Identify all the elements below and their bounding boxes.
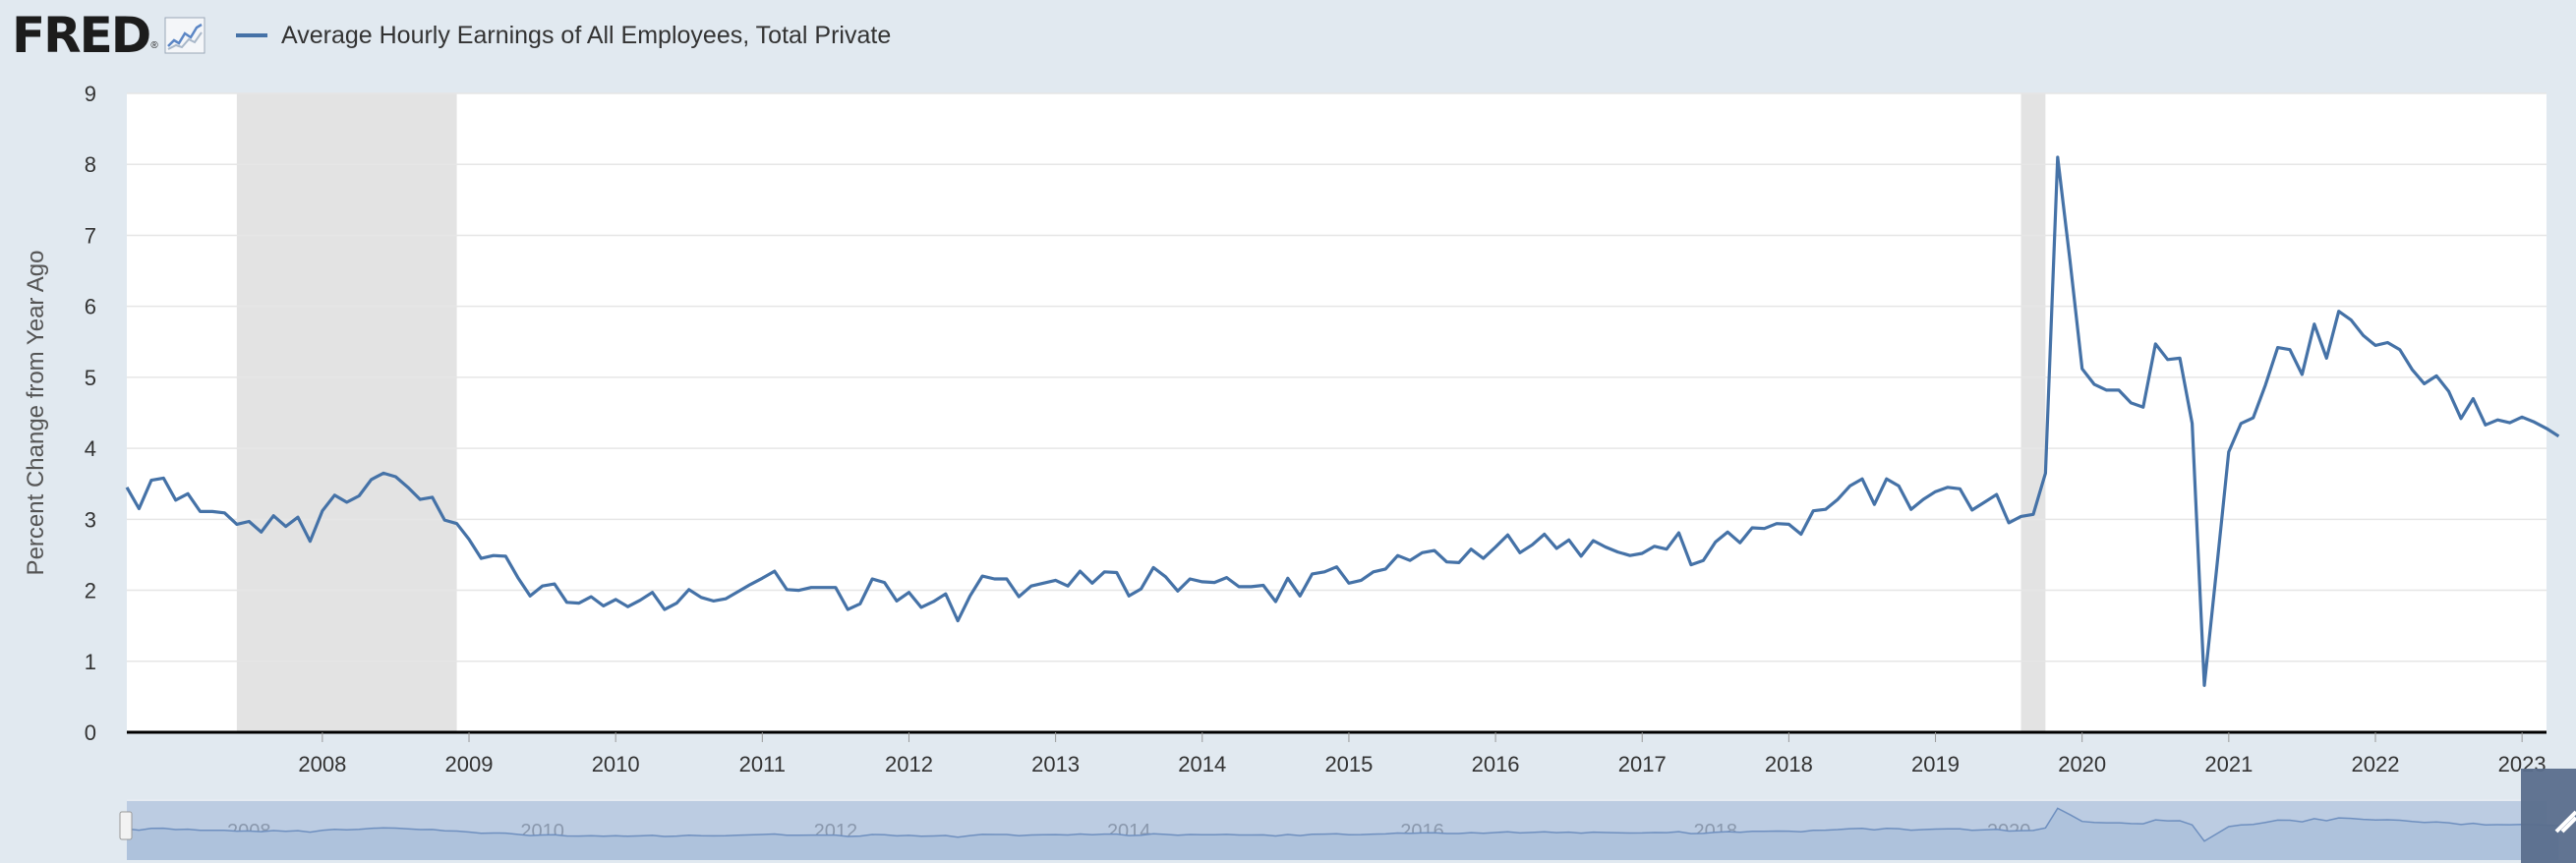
fred-logo-text: FRED [12, 7, 151, 64]
x-tick-label: 2012 [885, 752, 933, 777]
y-tick-label: 3 [85, 507, 96, 532]
y-tick-label: 6 [85, 295, 96, 319]
registered-mark: ® [150, 40, 158, 51]
y-tick-label: 4 [85, 436, 96, 461]
x-tick-label: 2011 [739, 752, 786, 777]
navigator-area [127, 808, 2559, 860]
legend-label: Average Hourly Earnings of All Employees… [281, 21, 892, 49]
resize-icon[interactable] [2554, 810, 2576, 834]
x-tick-label: 2010 [592, 752, 640, 777]
legend-swatch [236, 33, 267, 37]
y-tick-label: 8 [85, 152, 96, 177]
x-tick-label: 2017 [1618, 752, 1667, 777]
x-tick-label: 2014 [1178, 752, 1226, 777]
y-axis-title: Percent Change from Year Ago [23, 251, 49, 576]
navigator[interactable]: 20082010201220142016201820202022 [119, 769, 2576, 863]
gridlines [127, 92, 2547, 662]
recession-band [236, 93, 457, 732]
x-tick-label: 2013 [1031, 752, 1080, 777]
chart-header: FRED ® Average Hourly Earnings of All Em… [0, 0, 2576, 79]
sparkline-icon [164, 17, 205, 54]
fred-logo[interactable]: FRED ® [12, 6, 205, 65]
recession-shading [236, 93, 2046, 732]
navigator-line [126, 807, 2559, 842]
navigator-handle-right[interactable] [2521, 769, 2576, 863]
x-tick-label: 2019 [1911, 752, 1960, 777]
x-tick-label: 2020 [2058, 752, 2106, 777]
y-tick-label: 7 [85, 223, 96, 248]
x-axis: 2008 2009 2010 2011 2012 2013 2014 2015 2016 2017… [298, 732, 2547, 777]
y-tick-label: 0 [85, 720, 96, 745]
y-tick-label: 1 [85, 650, 96, 674]
recession-band [2020, 93, 2046, 732]
y-tick-label: 2 [85, 579, 96, 604]
x-tick-label: 2009 [445, 752, 494, 777]
y-axis: 0 1 2 3 4 5 6 7 8 9 [85, 82, 96, 745]
plot-area [127, 93, 2547, 732]
series-line[interactable] [125, 155, 2560, 687]
x-tick-label: 2018 [1765, 752, 1813, 777]
x-tick-label: 2021 [2204, 752, 2253, 777]
navigator-handle-left[interactable] [119, 811, 133, 840]
x-tick-label: 2022 [2352, 752, 2400, 777]
x-tick-label: 2008 [298, 752, 346, 777]
y-tick-label: 5 [85, 366, 96, 390]
x-tick-label: 2016 [1472, 752, 1520, 777]
y-tick-label: 9 [85, 82, 96, 106]
legend-item[interactable]: Average Hourly Earnings of All Employees… [236, 18, 891, 53]
x-tick-label: 2015 [1324, 752, 1373, 777]
